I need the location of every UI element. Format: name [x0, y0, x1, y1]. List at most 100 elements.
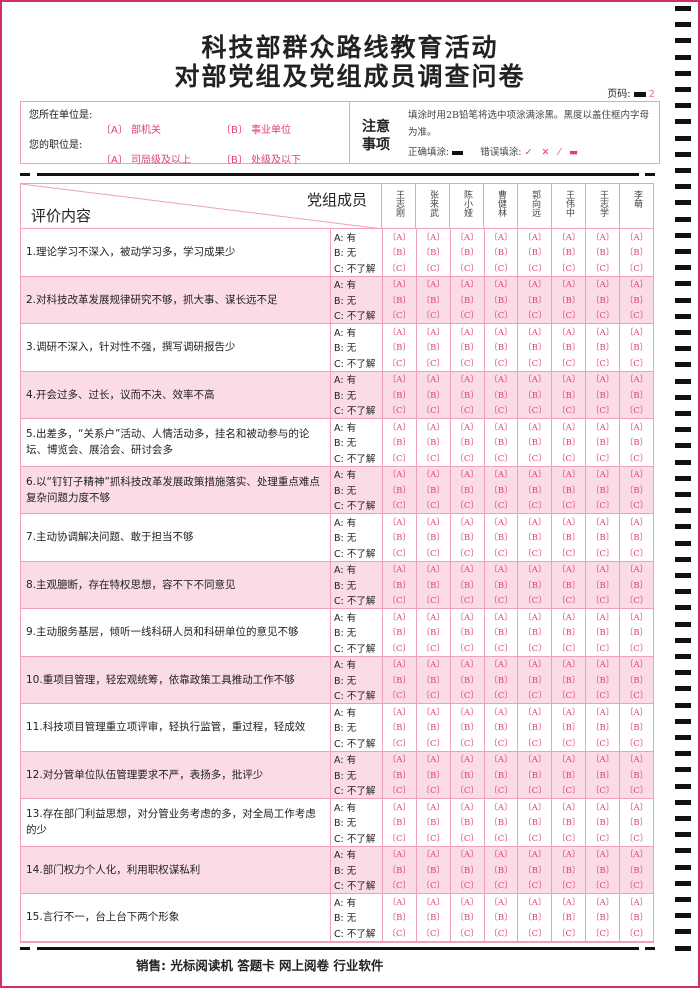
answer-bubble[interactable]: 〔B〕	[421, 438, 445, 449]
answer-bubble[interactable]: 〔B〕	[557, 533, 581, 544]
answer-bubble[interactable]: 〔C〕	[590, 311, 615, 322]
answer-bubble[interactable]: 〔A〕	[591, 517, 615, 528]
answer-bubble[interactable]: 〔C〕	[455, 881, 479, 892]
answer-bubble[interactable]: 〔C〕	[387, 263, 412, 274]
answer-bubble[interactable]: 〔B〕	[523, 485, 547, 496]
answer-bubble[interactable]: 〔C〕	[387, 548, 412, 559]
answer-bubble[interactable]: 〔B〕	[455, 818, 479, 829]
answer-bubble[interactable]: 〔A〕	[591, 612, 615, 623]
answer-bubble[interactable]: 〔C〕	[557, 786, 581, 797]
answer-bubble[interactable]: 〔C〕	[489, 881, 513, 892]
answer-bubble[interactable]: 〔C〕	[455, 833, 479, 844]
answer-bubble[interactable]: 〔B〕	[455, 628, 479, 639]
answer-bubble[interactable]: 〔C〕	[523, 406, 547, 417]
answer-bubble[interactable]: 〔B〕	[455, 533, 479, 544]
answer-bubble[interactable]: 〔B〕	[591, 818, 615, 829]
answer-bubble[interactable]: 〔C〕	[557, 691, 581, 702]
answer-bubble[interactable]: 〔B〕	[421, 723, 445, 734]
answer-bubble[interactable]: 〔C〕	[523, 548, 547, 559]
answer-bubble[interactable]: 〔A〕	[455, 280, 479, 291]
answer-bubble[interactable]: 〔C〕	[624, 358, 649, 369]
answer-bubble[interactable]: 〔C〕	[523, 881, 547, 892]
answer-bubble[interactable]: 〔A〕	[624, 897, 649, 908]
answer-bubble[interactable]: 〔A〕	[455, 897, 479, 908]
answer-bubble[interactable]: 〔B〕	[489, 533, 513, 544]
post-option-a[interactable]: 〔A〕 司局级及以上	[101, 155, 192, 166]
answer-bubble[interactable]: 〔C〕	[523, 738, 547, 749]
answer-bubble[interactable]: 〔A〕	[421, 660, 445, 671]
answer-bubble[interactable]: 〔C〕	[523, 691, 547, 702]
answer-bubble[interactable]: 〔C〕	[387, 596, 412, 607]
answer-bubble[interactable]: 〔B〕	[523, 865, 547, 876]
answer-bubble[interactable]: 〔C〕	[590, 928, 615, 939]
answer-bubble[interactable]: 〔B〕	[489, 485, 513, 496]
answer-bubble[interactable]: 〔C〕	[557, 833, 581, 844]
answer-bubble[interactable]: 〔C〕	[387, 738, 412, 749]
answer-bubble[interactable]: 〔B〕	[523, 390, 547, 401]
answer-bubble[interactable]: 〔C〕	[489, 786, 513, 797]
answer-bubble[interactable]: 〔A〕	[455, 755, 479, 766]
answer-bubble[interactable]: 〔B〕	[455, 865, 479, 876]
answer-bubble[interactable]: 〔B〕	[421, 675, 445, 686]
answer-bubble[interactable]: 〔B〕	[421, 248, 445, 259]
answer-bubble[interactable]: 〔A〕	[455, 517, 479, 528]
answer-bubble[interactable]: 〔B〕	[455, 770, 479, 781]
answer-bubble[interactable]: 〔B〕	[387, 343, 411, 354]
answer-bubble[interactable]: 〔A〕	[387, 565, 411, 576]
answer-bubble[interactable]: 〔A〕	[523, 327, 547, 338]
answer-bubble[interactable]: 〔C〕	[421, 453, 445, 464]
answer-bubble[interactable]: 〔B〕	[624, 533, 649, 544]
answer-bubble[interactable]: 〔A〕	[523, 897, 547, 908]
answer-bubble[interactable]: 〔A〕	[387, 232, 411, 243]
answer-bubble[interactable]: 〔B〕	[421, 343, 445, 354]
answer-bubble[interactable]: 〔C〕	[557, 501, 581, 512]
answer-bubble[interactable]: 〔C〕	[557, 548, 581, 559]
answer-bubble[interactable]: 〔C〕	[455, 501, 479, 512]
answer-bubble[interactable]: 〔B〕	[591, 485, 615, 496]
answer-bubble[interactable]: 〔A〕	[591, 897, 615, 908]
answer-bubble[interactable]: 〔A〕	[591, 280, 615, 291]
answer-bubble[interactable]: 〔C〕	[624, 453, 649, 464]
answer-bubble[interactable]: 〔B〕	[387, 913, 411, 924]
answer-bubble[interactable]: 〔A〕	[421, 470, 445, 481]
answer-bubble[interactable]: 〔C〕	[421, 358, 445, 369]
answer-bubble[interactable]: 〔C〕	[557, 881, 581, 892]
answer-bubble[interactable]: 〔A〕	[591, 232, 615, 243]
answer-bubble[interactable]: 〔B〕	[489, 770, 513, 781]
answer-bubble[interactable]: 〔A〕	[624, 755, 649, 766]
answer-bubble[interactable]: 〔A〕	[387, 517, 411, 528]
answer-bubble[interactable]: 〔C〕	[624, 691, 649, 702]
answer-bubble[interactable]: 〔C〕	[557, 263, 581, 274]
answer-bubble[interactable]: 〔B〕	[591, 770, 615, 781]
answer-bubble[interactable]: 〔C〕	[523, 501, 547, 512]
answer-bubble[interactable]: 〔B〕	[523, 770, 547, 781]
answer-bubble[interactable]: 〔A〕	[421, 850, 445, 861]
answer-bubble[interactable]: 〔B〕	[387, 818, 411, 829]
answer-bubble[interactable]: 〔B〕	[421, 770, 445, 781]
answer-bubble[interactable]: 〔A〕	[455, 802, 479, 813]
answer-bubble[interactable]: 〔C〕	[387, 881, 412, 892]
answer-bubble[interactable]: 〔A〕	[557, 802, 581, 813]
answer-bubble[interactable]: 〔C〕	[624, 263, 649, 274]
answer-bubble[interactable]: 〔B〕	[489, 390, 513, 401]
answer-bubble[interactable]: 〔A〕	[489, 422, 513, 433]
answer-bubble[interactable]: 〔A〕	[523, 375, 547, 386]
answer-bubble[interactable]: 〔A〕	[624, 565, 649, 576]
answer-bubble[interactable]: 〔C〕	[590, 738, 615, 749]
answer-bubble[interactable]: 〔A〕	[455, 470, 479, 481]
answer-bubble[interactable]: 〔C〕	[387, 833, 412, 844]
answer-bubble[interactable]: 〔B〕	[557, 628, 581, 639]
answer-bubble[interactable]: 〔C〕	[489, 643, 513, 654]
answer-bubble[interactable]: 〔C〕	[523, 833, 547, 844]
answer-bubble[interactable]: 〔B〕	[591, 865, 615, 876]
answer-bubble[interactable]: 〔A〕	[591, 755, 615, 766]
answer-bubble[interactable]: 〔A〕	[557, 232, 581, 243]
answer-bubble[interactable]: 〔B〕	[557, 248, 581, 259]
answer-bubble[interactable]: 〔A〕	[387, 707, 411, 718]
answer-bubble[interactable]: 〔C〕	[387, 358, 412, 369]
answer-bubble[interactable]: 〔A〕	[591, 327, 615, 338]
answer-bubble[interactable]: 〔C〕	[455, 596, 479, 607]
answer-bubble[interactable]: 〔B〕	[421, 580, 445, 591]
answer-bubble[interactable]: 〔C〕	[489, 263, 513, 274]
answer-bubble[interactable]: 〔B〕	[523, 723, 547, 734]
